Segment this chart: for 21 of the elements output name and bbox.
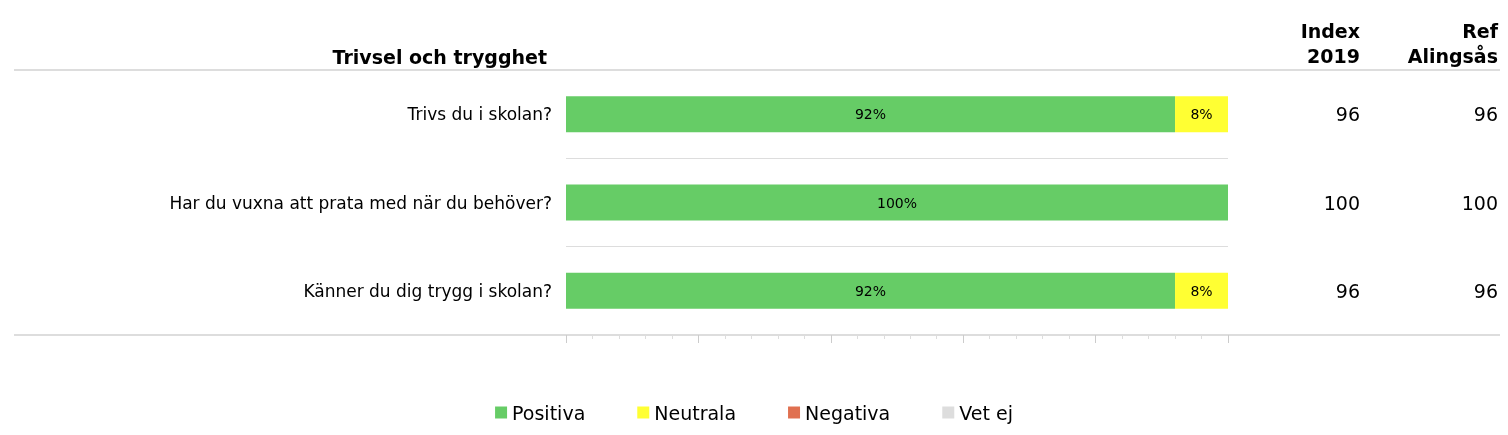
data-label: 92% (854, 106, 887, 123)
text: 100 (1461, 191, 1498, 214)
y-tick-label: Känner du dig trygg i skolan? (303, 280, 552, 301)
chart-title: Trivsel och trygghet (332, 45, 548, 68)
legend-label: Neutrala (654, 401, 737, 424)
data-label: 8% (1190, 282, 1213, 299)
text: 96 (1473, 279, 1498, 302)
data-label: 100% (876, 194, 918, 211)
text: 96 (1473, 103, 1498, 126)
text: 96 (1335, 279, 1360, 302)
text: 96 (1335, 103, 1360, 126)
text: Ref Alingsås (1407, 19, 1499, 67)
text: 100 (1323, 191, 1360, 214)
text: Index 2019 (1300, 19, 1360, 67)
y-tick-label: Har du vuxna att prata med när du behöver? (169, 192, 552, 213)
legend-label: Vet ej (959, 401, 1013, 424)
y-tick-label: Trivs du i skolan? (406, 104, 552, 125)
data-label: 92% (854, 282, 887, 299)
legend-label: Positiva (512, 401, 586, 424)
data-label: 8% (1190, 106, 1213, 123)
legend-label: Negativa (805, 401, 891, 424)
